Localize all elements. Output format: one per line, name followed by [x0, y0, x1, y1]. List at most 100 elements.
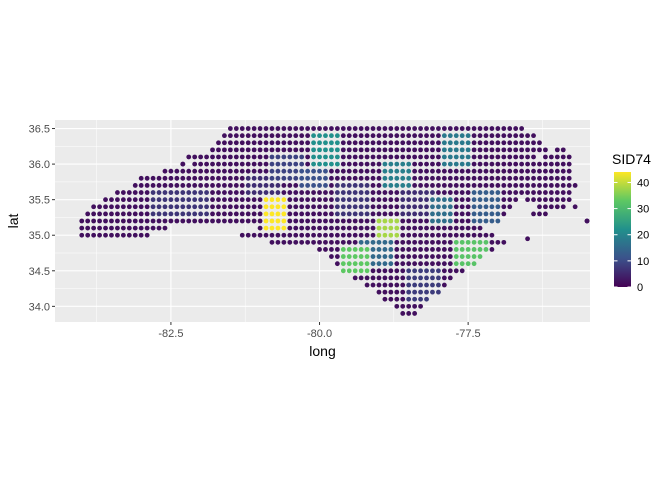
data-point [269, 161, 275, 167]
data-point [352, 225, 358, 231]
y-tick-label: 34.5 [29, 266, 50, 278]
data-point [382, 126, 388, 131]
data-point [382, 140, 388, 146]
data-point [394, 225, 400, 231]
data-point [453, 254, 459, 259]
data-point [245, 126, 251, 131]
data-point [109, 211, 114, 217]
data-point [453, 211, 459, 217]
data-point [441, 275, 447, 281]
data-point [263, 183, 269, 188]
data-point [180, 168, 186, 174]
data-point [233, 175, 239, 181]
data-point [293, 211, 299, 217]
data-point [317, 175, 322, 181]
data-point [394, 239, 400, 245]
data-point [477, 140, 483, 146]
data-point [227, 190, 233, 195]
data-point [239, 175, 245, 181]
data-point [447, 140, 453, 146]
data-point [436, 261, 441, 267]
data-point [91, 225, 97, 231]
data-point [269, 239, 275, 245]
data-point [311, 147, 316, 153]
data-point [441, 268, 447, 274]
data-point [263, 168, 269, 174]
data-point [239, 133, 245, 139]
data-point [376, 282, 382, 288]
data-point [430, 225, 435, 231]
data-point [447, 154, 453, 160]
data-point [483, 190, 489, 195]
data-point [412, 211, 418, 217]
data-point [483, 126, 489, 131]
data-point [477, 133, 483, 139]
data-point [548, 183, 554, 188]
data-point [227, 140, 233, 146]
data-point [352, 211, 358, 217]
data-point [412, 261, 418, 267]
data-point [477, 161, 483, 167]
data-point [85, 225, 91, 231]
data-point [251, 126, 257, 131]
data-point [198, 211, 204, 217]
data-point [281, 126, 287, 131]
data-point [447, 126, 453, 131]
data-point [412, 239, 418, 245]
data-point [204, 211, 209, 217]
data-point [471, 261, 477, 267]
data-point [477, 218, 483, 224]
data-point [269, 204, 275, 210]
data-point [168, 183, 174, 188]
data-point [471, 218, 477, 224]
data-point [239, 232, 245, 238]
x-axis-ticks: -82.5 -80.0 -77.5 [158, 322, 481, 340]
data-point [334, 147, 340, 153]
data-point [340, 211, 346, 217]
data-point [418, 197, 423, 203]
data-point [257, 211, 263, 217]
data-point [495, 168, 501, 174]
data-point [275, 133, 281, 139]
data-point [465, 161, 471, 167]
data-point [430, 190, 435, 195]
data-point [180, 197, 186, 203]
data-point [346, 225, 352, 231]
data-point [358, 204, 364, 210]
data-point [430, 183, 435, 188]
data-point [132, 183, 138, 188]
data-point [554, 175, 560, 181]
data-point [388, 126, 394, 131]
data-point [281, 168, 287, 174]
data-point [489, 218, 495, 224]
data-point [513, 154, 519, 160]
data-point [245, 204, 251, 210]
data-point [287, 161, 293, 167]
data-point [245, 147, 251, 153]
data-point [519, 154, 525, 160]
data-point [370, 275, 376, 281]
data-point [436, 211, 441, 217]
data-point [394, 126, 400, 131]
data-point [120, 190, 126, 195]
data-point [483, 183, 489, 188]
data-point [144, 190, 150, 195]
data-point [364, 275, 370, 281]
data-point [293, 133, 299, 139]
data-point [227, 126, 233, 131]
data-point [317, 239, 322, 245]
data-point [144, 211, 150, 217]
data-point [400, 296, 406, 302]
data-point [382, 190, 388, 195]
data-point [495, 204, 501, 210]
data-point [495, 133, 501, 139]
data-point [293, 190, 299, 195]
data-point [441, 204, 447, 210]
data-point [453, 175, 459, 181]
data-point [364, 211, 370, 217]
data-point [430, 261, 435, 267]
data-point [382, 239, 388, 245]
data-point [394, 211, 400, 217]
data-point [150, 225, 156, 231]
data-point [459, 254, 465, 259]
